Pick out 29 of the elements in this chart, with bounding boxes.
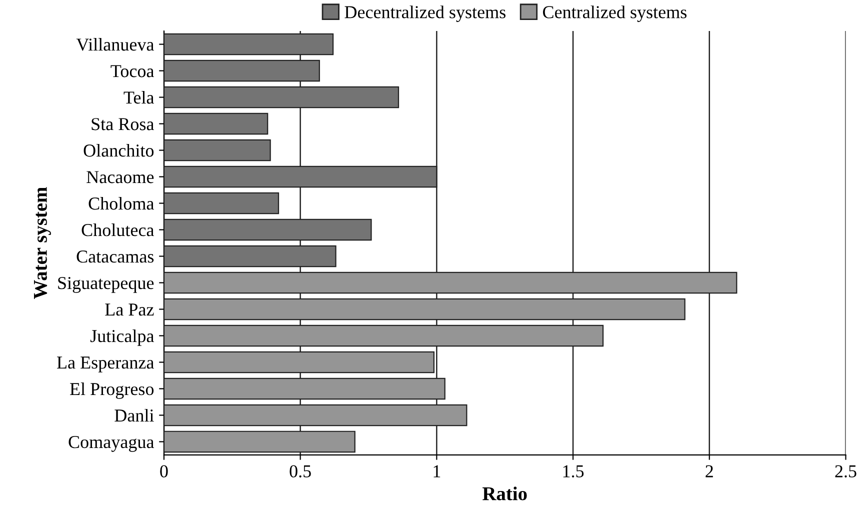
y-tick-label: Catacamas bbox=[76, 250, 154, 263]
y-tick-label: Sta Rosa bbox=[92, 118, 154, 130]
bar bbox=[164, 112, 268, 135]
x-tick-label: 0 bbox=[160, 465, 168, 478]
y-tick-label: Villanueva bbox=[76, 38, 154, 51]
y-tick-label: Nacaome bbox=[86, 171, 154, 184]
bar bbox=[164, 139, 271, 162]
bar bbox=[164, 192, 280, 214]
y-tick-label: Siguatepeque bbox=[58, 277, 154, 293]
y-tick-label: El Progreso bbox=[70, 382, 154, 399]
y-tick-label: La Paz bbox=[105, 304, 154, 316]
y-tick-label: Choloma bbox=[88, 196, 154, 210]
y-tick-label: Olanchito bbox=[84, 144, 154, 157]
legend-label: Centralized systems bbox=[543, 6, 687, 22]
y-tick-label: Danli bbox=[114, 408, 154, 422]
y-tick-label: Tela bbox=[124, 90, 154, 104]
x-tick-label: 1.5 bbox=[563, 465, 584, 478]
x-axis-title: Ratio bbox=[482, 486, 527, 500]
legend-label: Decentralized systems bbox=[344, 6, 506, 22]
y-tick-label: Juticalpa bbox=[90, 329, 154, 346]
y-axis-title: Water system bbox=[34, 187, 51, 299]
y-tick-label: Tocoa bbox=[110, 65, 154, 78]
x-tick-label: 0.5 bbox=[290, 465, 311, 478]
y-tick-label: Choluteca bbox=[82, 223, 154, 236]
y-tick-label: La Esperanza bbox=[57, 356, 154, 372]
x-tick-label: 1 bbox=[434, 465, 440, 478]
y-tick-label: Comayagua bbox=[68, 436, 154, 452]
x-tick-label: 2 bbox=[706, 465, 713, 478]
x-tick-label: 2.5 bbox=[835, 465, 856, 478]
